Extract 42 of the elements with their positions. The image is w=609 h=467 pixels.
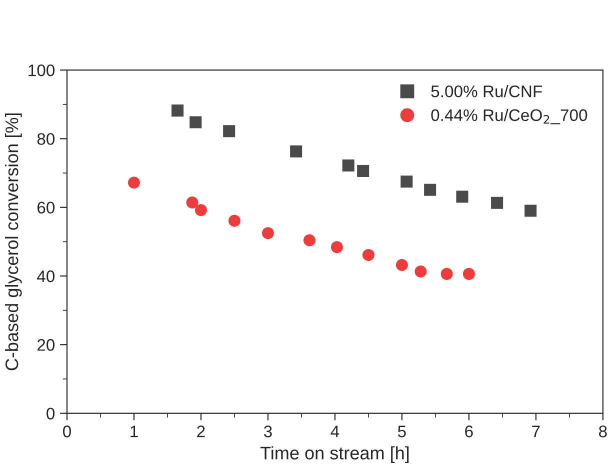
point	[357, 164, 370, 177]
point	[396, 259, 408, 272]
legend-label: 0.44% Ru/CeO$_{2}$_700	[431, 108, 588, 124]
point	[330, 241, 343, 254]
x-tick-label: 8	[599, 426, 607, 438]
legend-label: 5.00% Ru/CNF	[431, 85, 542, 98]
point	[462, 268, 475, 280]
point	[491, 196, 504, 209]
x-tick-label: 3	[264, 426, 272, 438]
y-tick-label: 20	[37, 339, 55, 351]
point	[303, 234, 316, 246]
point	[342, 159, 354, 172]
x-tick-label: 4	[330, 426, 340, 438]
y-axis-title: C-based glycerol conversion [%]	[4, 113, 22, 370]
point	[440, 268, 453, 280]
point	[186, 196, 198, 209]
y-tick-label: 0	[46, 408, 55, 420]
point	[424, 184, 436, 196]
point	[223, 125, 236, 138]
y-tick-label: 40	[37, 270, 55, 282]
y-tick-label: 60	[37, 202, 55, 214]
x-tick-label: 2	[197, 426, 205, 438]
point	[128, 176, 140, 189]
x-tick-label: 7	[532, 426, 540, 438]
x-axis-title: Time on stream [h]	[260, 446, 409, 464]
x-tick-label: 1	[130, 426, 138, 438]
point	[456, 190, 468, 203]
point	[262, 227, 274, 240]
y-tick-label: 100	[28, 64, 55, 76]
point	[228, 214, 240, 227]
x-tick-label: 6	[465, 426, 473, 438]
point	[172, 104, 184, 117]
point	[414, 266, 427, 278]
point	[362, 249, 374, 262]
y-tick-label: 80	[37, 133, 55, 145]
point	[190, 116, 202, 128]
point	[290, 145, 302, 158]
point	[194, 204, 207, 216]
x-tick-label: 5	[398, 426, 406, 438]
point	[400, 176, 413, 188]
point	[524, 204, 537, 217]
x-tick-label: 0	[63, 426, 71, 438]
